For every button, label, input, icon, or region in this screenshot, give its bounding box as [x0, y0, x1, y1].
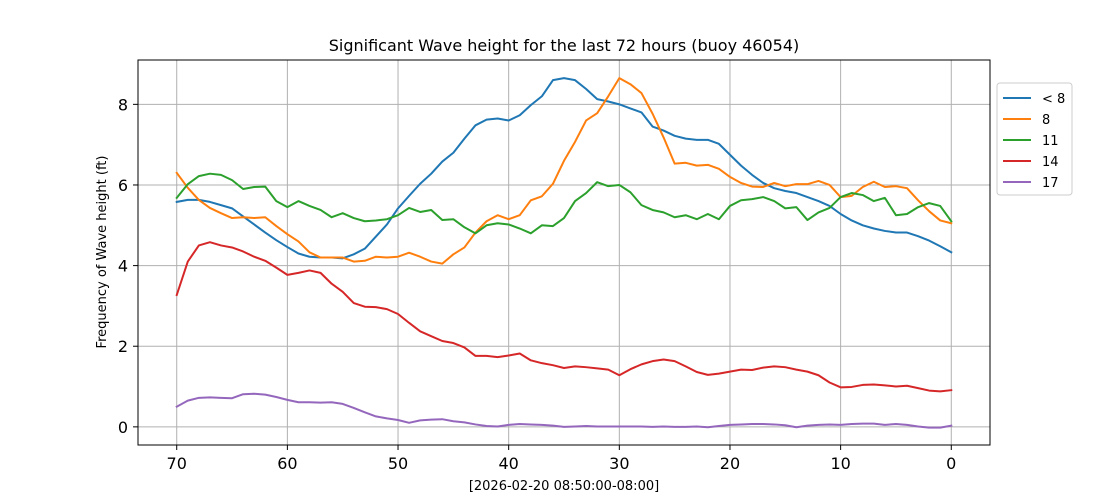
x-tick-label: 50 — [388, 454, 408, 473]
series-line-1 — [175, 77, 953, 265]
y-tick-label: 0 — [118, 418, 128, 437]
y-tick-label: 4 — [118, 257, 128, 276]
series-line-2 — [175, 172, 953, 235]
series-line-4 — [175, 392, 953, 429]
legend-label: < 8 — [1042, 92, 1065, 107]
chart-title: Significant Wave height for the last 72 … — [329, 36, 800, 55]
y-tick-label: 2 — [118, 337, 128, 356]
legend-label: 8 — [1042, 113, 1050, 128]
x-tick-label: 0 — [946, 454, 956, 473]
legend-label: 14 — [1042, 155, 1059, 170]
series-line-3 — [175, 241, 953, 393]
axis-ticks: 70 60 50 40 30 20 10 0 0 2 4 6 8 — [118, 95, 957, 473]
series-line-0 — [175, 77, 953, 260]
legend-label: 17 — [1042, 176, 1059, 191]
y-tick-label: 8 — [118, 95, 128, 114]
series-lines — [175, 77, 953, 429]
x-tick-label: 60 — [277, 454, 297, 473]
legend-label: 11 — [1042, 134, 1059, 149]
grid — [138, 60, 990, 445]
y-axis-label: Frequency of Wave height (ft) — [95, 156, 110, 349]
legend-box — [996, 82, 1073, 196]
plot-area-frame — [137, 59, 991, 446]
x-tick-label: 10 — [830, 454, 850, 473]
x-axis-label: [2026-02-20 08:50:00-08:00] — [469, 479, 659, 494]
x-tick-label: 20 — [720, 454, 740, 473]
x-tick-label: 40 — [498, 454, 518, 473]
y-tick-label: 6 — [118, 176, 128, 195]
x-tick-label: 70 — [167, 454, 187, 473]
legend: < 8 8 11 14 17 — [996, 82, 1073, 196]
x-tick-label: 30 — [609, 454, 629, 473]
